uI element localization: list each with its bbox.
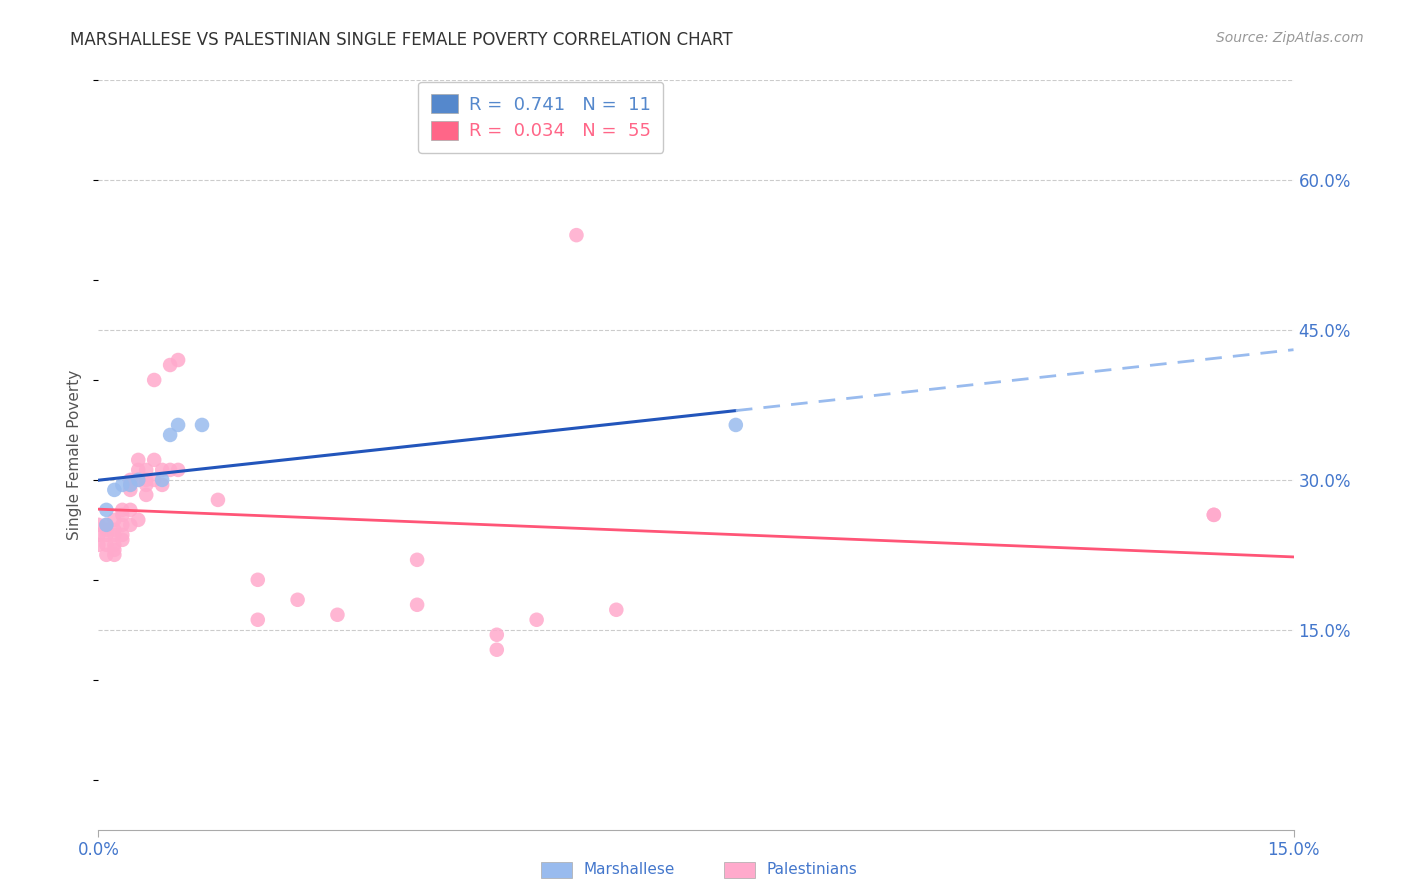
- Point: [96, 523, 118, 537]
- Point: [127, 513, 149, 527]
- Point: [246, 613, 269, 627]
- Point: [526, 613, 548, 627]
- Point: [87, 538, 110, 552]
- Point: [96, 528, 118, 542]
- Point: [150, 463, 173, 477]
- Point: [207, 492, 229, 507]
- Point: [159, 428, 181, 442]
- Point: [406, 598, 429, 612]
- Point: [103, 548, 125, 562]
- Text: Marshallese: Marshallese: [583, 863, 675, 877]
- Point: [485, 628, 508, 642]
- Point: [724, 417, 747, 432]
- Point: [326, 607, 349, 622]
- Point: [135, 478, 157, 492]
- Point: [150, 478, 173, 492]
- Point: [127, 473, 149, 487]
- Point: [103, 538, 125, 552]
- Point: [120, 478, 142, 492]
- Point: [127, 453, 149, 467]
- Point: [120, 483, 142, 497]
- Point: [111, 478, 134, 492]
- Point: [103, 513, 125, 527]
- Point: [565, 228, 588, 243]
- Point: [159, 358, 181, 372]
- Point: [103, 523, 125, 537]
- Point: [96, 548, 118, 562]
- Point: [96, 517, 118, 532]
- Point: [127, 463, 149, 477]
- Point: [191, 417, 214, 432]
- Point: [167, 463, 190, 477]
- Point: [1202, 508, 1225, 522]
- Point: [167, 353, 190, 368]
- Text: MARSHALLESE VS PALESTINIAN SINGLE FEMALE POVERTY CORRELATION CHART: MARSHALLESE VS PALESTINIAN SINGLE FEMALE…: [70, 31, 733, 49]
- Point: [150, 473, 173, 487]
- Point: [96, 538, 118, 552]
- Point: [111, 508, 134, 522]
- Point: [406, 553, 429, 567]
- Point: [103, 483, 125, 497]
- Point: [111, 503, 134, 517]
- Point: [143, 373, 166, 387]
- Point: [159, 463, 181, 477]
- Point: [143, 473, 166, 487]
- Point: [135, 463, 157, 477]
- Point: [111, 528, 134, 542]
- Point: [287, 592, 309, 607]
- Text: Source: ZipAtlas.com: Source: ZipAtlas.com: [1216, 31, 1364, 45]
- Text: Palestinians: Palestinians: [766, 863, 858, 877]
- Point: [135, 488, 157, 502]
- Point: [87, 517, 110, 532]
- Point: [120, 473, 142, 487]
- Point: [143, 453, 166, 467]
- Point: [96, 517, 118, 532]
- Point: [120, 478, 142, 492]
- Legend: R =  0.741   N =  11, R =  0.034   N =  55: R = 0.741 N = 11, R = 0.034 N = 55: [418, 82, 664, 153]
- Point: [135, 473, 157, 487]
- Point: [127, 473, 149, 487]
- Point: [1202, 508, 1225, 522]
- Point: [246, 573, 269, 587]
- Point: [87, 528, 110, 542]
- Point: [485, 642, 508, 657]
- Point: [167, 417, 190, 432]
- Y-axis label: Single Female Poverty: Single Female Poverty: [67, 370, 83, 540]
- Point: [103, 542, 125, 557]
- Point: [96, 503, 118, 517]
- Point: [111, 533, 134, 547]
- Point: [120, 517, 142, 532]
- Point: [605, 603, 627, 617]
- Point: [111, 517, 134, 532]
- Point: [120, 503, 142, 517]
- Point: [103, 528, 125, 542]
